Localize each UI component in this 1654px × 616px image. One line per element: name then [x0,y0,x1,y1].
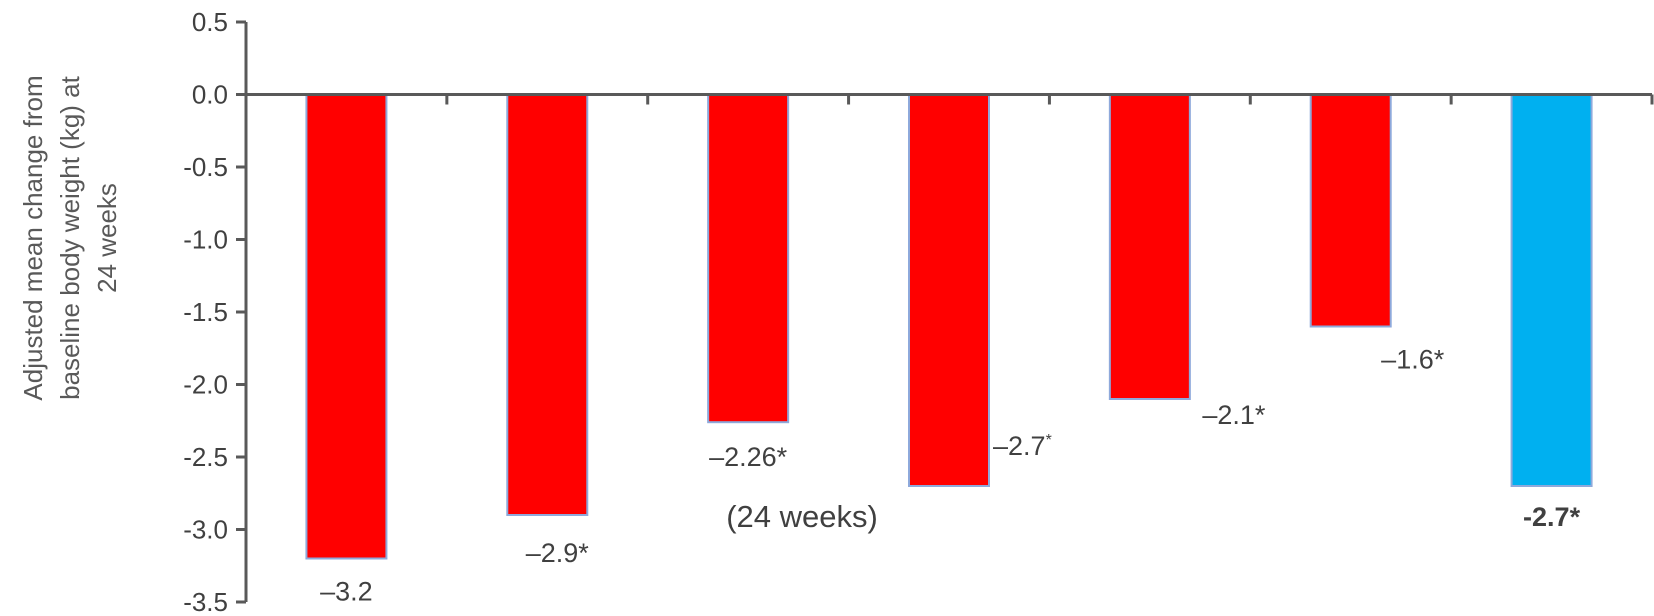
data-label-value: –2.1 [1202,400,1255,430]
bar-series [305,93,1593,560]
y-tick-label: -3.0 [183,515,228,545]
y-axis-title-line-2: baseline body weight (kg) at [55,75,85,400]
data-label-bar-1: –3.2 [320,577,373,607]
data-labels: –3.2–2.9*–2.26* –2.7*–2.1*–1.6*-2.7* [320,345,1580,607]
bar-1 [305,93,388,560]
data-label-bar-7: -2.7* [1523,502,1581,532]
bar-5 [1108,93,1191,400]
y-tick-label: -1.0 [183,225,228,255]
y-axis-title-line-3: 24 weeks [92,183,122,293]
y-tick-label: 0.0 [192,80,228,110]
significance-marker: * [1046,432,1052,449]
significance-marker: * [1434,345,1445,375]
y-tick-label: -2.0 [183,370,228,400]
data-label-value: –3.2 [320,577,373,607]
axes [236,20,1654,604]
y-tick-label: -3.5 [183,587,228,616]
significance-marker: * [578,538,589,568]
data-label-bar-3: –2.26* [709,442,788,472]
bar-2 [506,93,589,516]
data-label-bar-6: –1.6* [1381,345,1445,375]
y-tick-label: -0.5 [183,152,228,182]
data-label-bar-5: –2.1* [1202,400,1266,430]
data-label-value: -2.7 [1523,502,1570,532]
data-label-bar-4: –2.7* [993,431,1052,461]
y-axis-title-line-1: Adjusted mean change from [18,75,48,400]
data-label-bar-2: –2.9* [526,538,590,568]
bar-7 [1510,93,1593,487]
y-tick-label: -1.5 [183,297,228,327]
significance-marker: * [1570,502,1581,532]
y-axis-title: Adjusted mean change from baseline body … [18,75,122,400]
data-label-value: –2.7 [993,431,1046,461]
data-label-value: –2.9 [526,538,579,568]
significance-marker: * [1255,400,1266,430]
bar-6 [1309,93,1392,328]
annotation-24-weeks: (24 weeks) [726,499,878,534]
bar-4 [908,93,990,487]
bar-3 [707,93,790,424]
data-label-value: –1.6 [1381,345,1434,375]
y-tick-label: 0.5 [192,7,228,37]
data-label-value: –2.26 [709,442,777,472]
y-axis-ticks: 0.5 0.0 -0.5 -1.0 -1.5 -2.0 -2.5 -3.0 -3.5 [183,7,228,616]
y-tick-label: -2.5 [183,442,228,472]
significance-marker: * [777,442,788,472]
